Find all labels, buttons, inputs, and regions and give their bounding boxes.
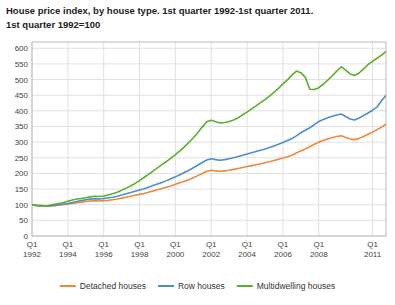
legend-label: Multidwelling houses bbox=[257, 281, 335, 291]
x-tick-label-line: Q1 bbox=[170, 240, 181, 249]
x-tick-label: Q12008 bbox=[310, 240, 328, 259]
x-tick-label: Q11994 bbox=[59, 240, 77, 259]
y-tick-label: 250 bbox=[15, 154, 29, 163]
x-tick-label-line: Q1 bbox=[206, 240, 217, 249]
x-grid-line bbox=[67, 42, 68, 236]
x-tick-label-line: 1998 bbox=[131, 250, 149, 259]
y-grid-line bbox=[32, 189, 386, 190]
lines bbox=[32, 51, 386, 206]
x-grid-line bbox=[103, 42, 104, 236]
y-tick-label: 150 bbox=[15, 185, 29, 194]
x-tick-label-line: Q1 bbox=[278, 240, 289, 249]
title-group: House price index, by house type. 1st qu… bbox=[6, 5, 313, 30]
y-tick-label: 50 bbox=[19, 216, 28, 225]
x-tick-label-line: 2000 bbox=[166, 250, 184, 259]
y-tick-label: 300 bbox=[15, 138, 29, 147]
legend-swatch bbox=[60, 285, 76, 287]
x-grid-line bbox=[139, 42, 140, 236]
legend-swatch bbox=[237, 285, 253, 287]
x-tick-label-line: 2002 bbox=[202, 250, 220, 259]
y-tick-label: 350 bbox=[15, 122, 29, 131]
y-tick-label: 400 bbox=[15, 107, 29, 116]
axes: 050100150200250300350400450500550600Q119… bbox=[15, 42, 386, 259]
series-line bbox=[32, 124, 386, 206]
y-grid-line bbox=[32, 173, 386, 174]
x-tick-label: Q11998 bbox=[131, 240, 149, 259]
x-tick-label-line: 2006 bbox=[274, 250, 292, 259]
x-tick-label-line: 1992 bbox=[23, 250, 41, 259]
y-grid-line bbox=[32, 204, 386, 205]
legend-item: Detached houses bbox=[60, 281, 146, 291]
x-grid-line bbox=[282, 42, 283, 236]
x-tick-label: Q12006 bbox=[274, 240, 292, 259]
x-grid-line bbox=[211, 42, 212, 236]
y-grid-line bbox=[32, 220, 386, 221]
x-tick-label: Q12000 bbox=[166, 240, 184, 259]
x-tick-label-line: Q1 bbox=[313, 240, 324, 249]
x-grid-line bbox=[175, 42, 176, 236]
title: House price index, by house type. 1st qu… bbox=[6, 5, 313, 16]
x-tick-label: Q12004 bbox=[238, 240, 256, 259]
x-tick-label-line: 1996 bbox=[95, 250, 113, 259]
x-tick-label-line: 2011 bbox=[364, 250, 382, 259]
grid bbox=[32, 42, 386, 236]
legend-item: Multidwelling houses bbox=[237, 281, 335, 291]
y-grid-line bbox=[32, 157, 386, 158]
y-grid-line bbox=[32, 63, 386, 64]
x-tick-label-line: Q1 bbox=[98, 240, 109, 249]
subtitle: 1st quarter 1992=100 bbox=[6, 19, 100, 30]
plot-frame bbox=[32, 42, 386, 236]
y-tick-label: 200 bbox=[15, 169, 29, 178]
x-tick-label-line: 1994 bbox=[59, 250, 77, 259]
series-line bbox=[32, 95, 386, 206]
x-tick-label-line: Q1 bbox=[242, 240, 253, 249]
y-grid-line bbox=[32, 142, 386, 143]
y-tick-label: 600 bbox=[15, 44, 29, 53]
y-grid-line bbox=[32, 79, 386, 80]
chart: House price index, by house type. 1st qu… bbox=[0, 0, 395, 305]
legend: Detached houses Row houses Multidwelling h… bbox=[60, 281, 335, 291]
y-tick-label: 450 bbox=[15, 91, 29, 100]
y-grid-line bbox=[32, 48, 386, 49]
y-grid-line bbox=[32, 110, 386, 111]
y-grid-line bbox=[32, 95, 386, 96]
y-tick-label: 500 bbox=[15, 76, 29, 85]
x-tick-label: Q12011 bbox=[364, 240, 382, 259]
x-tick-label-line: 2004 bbox=[238, 250, 256, 259]
y-tick-label: 100 bbox=[15, 201, 29, 210]
legend-item: Row houses bbox=[158, 281, 225, 291]
x-grid-line bbox=[247, 42, 248, 236]
legend-label: Detached houses bbox=[80, 281, 146, 291]
x-tick-label-line: 2008 bbox=[310, 250, 328, 259]
legend-label: Row houses bbox=[178, 281, 225, 291]
legend-swatch bbox=[158, 285, 174, 287]
y-tick-label: 550 bbox=[15, 60, 29, 69]
x-tick-label: Q11992 bbox=[23, 240, 41, 259]
y-grid-line bbox=[32, 126, 386, 127]
x-grid-line bbox=[318, 42, 319, 236]
x-tick-label-line: Q1 bbox=[367, 240, 378, 249]
x-tick-label: Q11996 bbox=[95, 240, 113, 259]
x-grid-line bbox=[372, 42, 373, 236]
x-tick-label-line: Q1 bbox=[63, 240, 74, 249]
x-tick-label-line: Q1 bbox=[27, 240, 38, 249]
x-tick-label: Q12002 bbox=[202, 240, 220, 259]
series-line bbox=[32, 51, 386, 206]
x-tick-label-line: Q1 bbox=[134, 240, 145, 249]
